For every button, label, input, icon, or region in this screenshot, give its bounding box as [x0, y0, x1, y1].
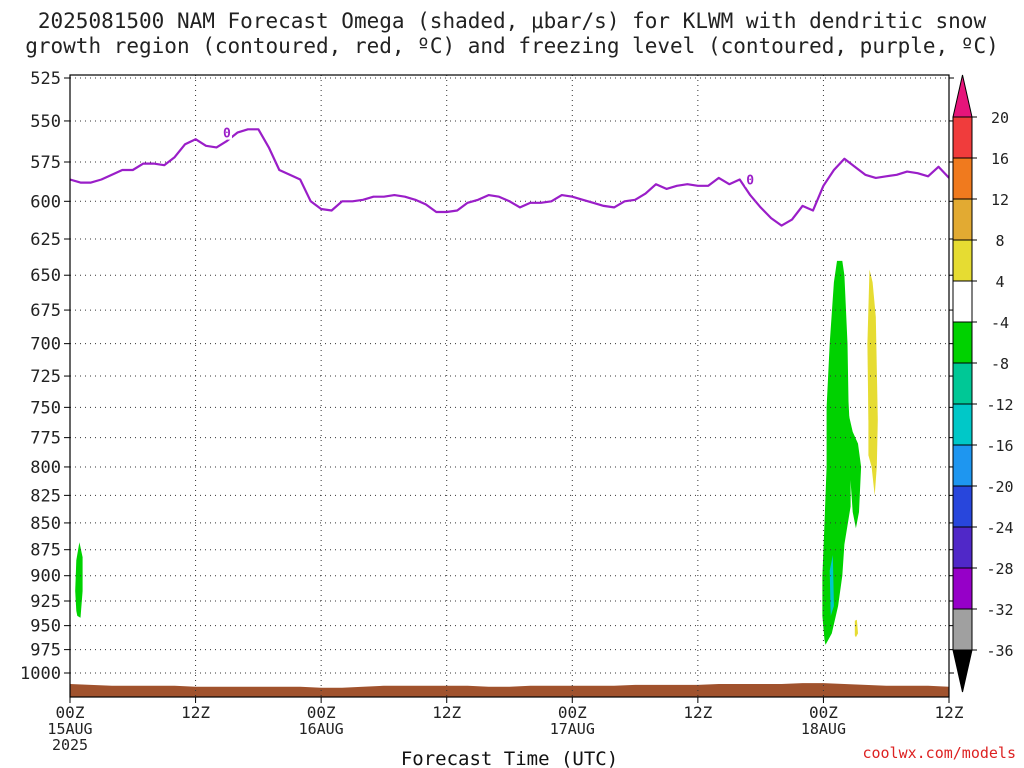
- colorbar-label-5: -4: [991, 314, 1009, 332]
- x-tick-year-0: 2025: [52, 736, 88, 754]
- y-tick-label-975: 975: [30, 641, 61, 661]
- freezing-level-label-1: 0: [746, 174, 754, 189]
- colorbar-label-1: 16: [991, 150, 1009, 168]
- y-tick-label-825: 825: [30, 486, 61, 506]
- y-tick-label-725: 725: [30, 367, 61, 387]
- omega-region-4: [868, 356, 874, 467]
- colorbar-label-3: 8: [995, 232, 1004, 250]
- y-tick-label-650: 650: [30, 266, 61, 286]
- omega-region-1: [822, 260, 851, 645]
- colorbar-label-0: 20: [991, 109, 1009, 127]
- x-tick-label-0: 00Z: [56, 703, 85, 722]
- y-tick-label-850: 850: [30, 514, 61, 534]
- chart-title-line1: 2025081500 NAM Forecast Omega (shaded, μ…: [37, 9, 987, 33]
- colorbar-bin-9: [952, 485, 973, 528]
- colorbar-label-13: -36: [986, 642, 1013, 660]
- x-tick-label-84: 12Z: [935, 703, 964, 722]
- x-tick-label-72: 00Z: [809, 703, 838, 722]
- colorbar-extend-top: [952, 74, 973, 118]
- colorbar-label-11: -28: [986, 560, 1013, 578]
- omega-region-0: [75, 542, 83, 618]
- watermark: coolwx.com/models: [862, 744, 1016, 762]
- colorbar-bin-1: [952, 157, 973, 200]
- y-tick-label-950: 950: [30, 617, 61, 637]
- y-tick-label-575: 575: [30, 153, 61, 173]
- colorbar-label-10: -24: [986, 519, 1013, 537]
- y-tick-label-675: 675: [30, 301, 61, 321]
- colorbar-bin-5: [952, 321, 973, 364]
- x-tick-label-36: 12Z: [432, 703, 461, 722]
- freezing-level-label-bg-0: [221, 125, 232, 140]
- freezing-level-label-bg-1: [745, 172, 756, 187]
- x-tick-date-24: 16AUG: [299, 720, 344, 738]
- chart-title-line2: growth region (contoured, red, ºC) and f…: [25, 34, 999, 58]
- omega-region-2: [848, 413, 862, 529]
- y-tick-label-750: 750: [30, 398, 61, 418]
- y-tick-label-775: 775: [30, 429, 61, 449]
- colorbar-bin-11: [952, 567, 973, 610]
- x-tick-date-48: 17AUG: [550, 720, 595, 738]
- colorbar-bin-3: [952, 239, 973, 282]
- freezing-level-line: [70, 128, 949, 227]
- y-tick-label-700: 700: [30, 335, 61, 355]
- x-axis-label: Forecast Time (UTC): [401, 748, 618, 768]
- x-tick-label-24: 00Z: [307, 703, 336, 722]
- colorbar-label-6: -8: [991, 355, 1009, 373]
- y-tick-label-925: 925: [30, 592, 61, 612]
- y-tick-label-900: 900: [30, 567, 61, 587]
- y-tick-label-1000: 1000: [20, 664, 61, 684]
- x-tick-date-0: 15AUG: [47, 720, 92, 738]
- x-tick-label-48: 00Z: [558, 703, 587, 722]
- colorbar-bin-4: [952, 280, 973, 323]
- x-tick-date-72: 18AUG: [801, 720, 846, 738]
- colorbar-bin-7: [952, 403, 973, 446]
- y-tick-label-525: 525: [30, 69, 61, 89]
- freezing-level-label-0: 0: [223, 127, 231, 142]
- colorbar-bin-6: [952, 362, 973, 405]
- colorbar-label-2: 12: [991, 191, 1009, 209]
- colorbar-bin-12: [952, 608, 973, 651]
- colorbar-label-12: -32: [986, 601, 1013, 619]
- y-tick-label-625: 625: [30, 230, 61, 250]
- x-tick-label-60: 12Z: [683, 703, 712, 722]
- plot-area: 00: [70, 75, 949, 697]
- colorbar-bin-2: [952, 198, 973, 241]
- y-tick-label-875: 875: [30, 541, 61, 561]
- colorbar-label-7: -12: [986, 396, 1013, 414]
- y-tick-label-550: 550: [30, 112, 61, 132]
- colorbar-label-9: -20: [986, 478, 1013, 496]
- colorbar-label-8: -16: [986, 437, 1013, 455]
- colorbar-extend-bottom: [952, 649, 973, 693]
- x-tick-label-12: 12Z: [181, 703, 210, 722]
- terrain-area: [70, 683, 949, 697]
- colorbar-bin-8: [952, 444, 973, 487]
- plot-frame: [69, 74, 950, 698]
- y-tick-label-600: 600: [30, 192, 61, 212]
- colorbar-bin-10: [952, 526, 973, 569]
- colorbar-bin-0: [952, 116, 973, 159]
- y-tick-label-800: 800: [30, 458, 61, 478]
- colorbar-label-4: 4: [995, 273, 1004, 291]
- omega-region-5: [854, 619, 858, 638]
